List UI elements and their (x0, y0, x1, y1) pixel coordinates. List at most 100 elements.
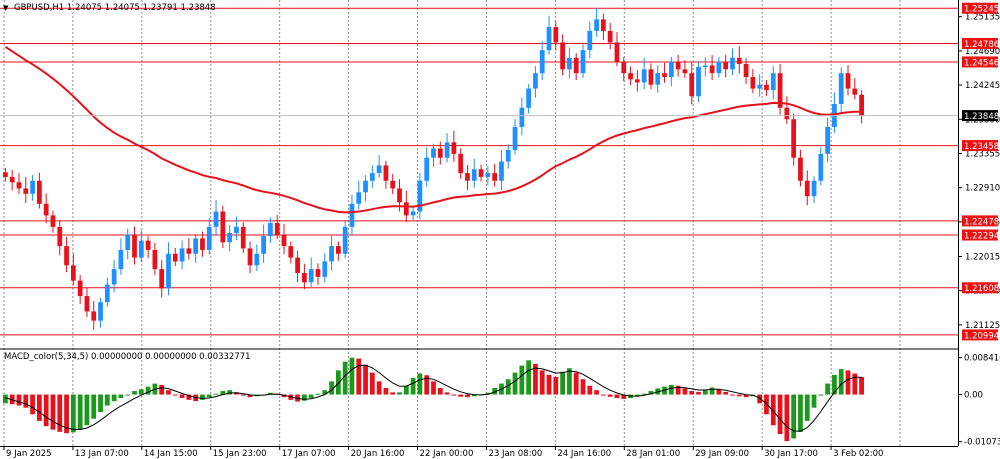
macd-bar (444, 392, 450, 395)
candle-body (302, 272, 307, 283)
macd-bar (227, 390, 233, 395)
macd-bar (342, 361, 348, 395)
candle-body (363, 180, 368, 193)
macd-bar (818, 394, 824, 396)
macd-bar (553, 377, 559, 395)
macd-bar (465, 394, 470, 398)
macd-bar (268, 392, 273, 395)
candle-body (186, 248, 192, 254)
candle-body (193, 238, 199, 254)
candle-body (730, 57, 735, 70)
candle-body (723, 61, 729, 70)
macd-bar (369, 372, 375, 395)
candle-body (560, 42, 565, 70)
macd-bar (186, 394, 192, 400)
y-tick-label: 1.23355 (965, 149, 1000, 159)
macd-bar (825, 383, 831, 395)
macd-bar (16, 394, 22, 406)
candle-body (825, 126, 831, 154)
macd-bar (363, 364, 368, 395)
candle-body (349, 203, 355, 227)
macd-bar (91, 394, 97, 419)
macd-bar (179, 394, 185, 399)
macd-bar (743, 394, 749, 398)
macd-bar (770, 394, 776, 426)
macd-bar (709, 387, 715, 395)
level-label: 1.22294 (964, 232, 999, 242)
macd-bar (668, 384, 674, 395)
macd-bar (594, 390, 599, 395)
candle-body (240, 226, 246, 249)
macd-bar (764, 394, 769, 415)
x-tick-label: 23 Jan 08:00 (488, 449, 542, 459)
macd-bar (682, 388, 688, 395)
x-tick-label: 14 Jan 15:00 (144, 449, 198, 459)
candle-body (465, 173, 470, 181)
macd-bar (798, 394, 803, 432)
candle-body (471, 169, 477, 181)
candle-body (342, 226, 348, 254)
x-tick-label: 24 Jan 16:00 (557, 449, 611, 459)
macd-bar (634, 394, 640, 397)
candle-body (376, 165, 382, 174)
candle-body (111, 269, 117, 285)
candle-body (628, 73, 633, 80)
macd-bar (696, 391, 701, 395)
candle-body (77, 280, 83, 297)
macd-bar (315, 393, 321, 395)
candle-body (764, 84, 769, 91)
level-label-box (962, 282, 998, 294)
y-tick-label: 1.24690 (965, 47, 1000, 57)
candle-body (505, 150, 511, 162)
candle-body (601, 19, 606, 31)
candle-body (104, 284, 110, 303)
candle-body (172, 253, 178, 262)
macd-bar (689, 391, 695, 395)
macd-bar (410, 377, 416, 395)
candle-body (369, 173, 375, 181)
macd-bar (240, 394, 246, 396)
macd-bar (567, 368, 572, 395)
macd-bar (383, 387, 389, 395)
macd-bar (648, 391, 654, 395)
macd-bar (560, 371, 565, 395)
candle-body (696, 67, 701, 97)
macd-bar (757, 394, 763, 404)
macd-bar (308, 394, 314, 399)
macd-bar (98, 394, 103, 413)
candle-body (30, 180, 35, 194)
macd-bar (30, 394, 35, 415)
candle-body (587, 30, 593, 51)
macd-bar (247, 394, 253, 398)
candle-body (50, 215, 56, 227)
macd-bar (57, 394, 63, 432)
macd-bar (587, 385, 593, 395)
candle-body (818, 153, 824, 181)
macd-signal-line (5, 364, 862, 432)
x-tick-label: 9 Jan 2025 (6, 449, 52, 459)
y-tick-label: 1.22015 (965, 252, 1000, 262)
macd-bar (213, 393, 219, 395)
level-label: 1.24786 (964, 40, 999, 50)
current-price-box (962, 110, 998, 122)
candle-body (16, 182, 22, 189)
x-tick-label: 20 Jan 16:00 (351, 449, 405, 459)
candle-body (716, 61, 722, 74)
macd-bar (417, 373, 423, 395)
x-tick-label: 29 Jan 09:00 (695, 449, 749, 459)
candle-body (621, 61, 627, 74)
macd-bar (539, 370, 545, 395)
macd-bar (431, 381, 436, 395)
candle-body (702, 65, 708, 68)
candle-body (675, 61, 681, 70)
macd-bar (145, 386, 151, 395)
macd-tick-label: 0.00 (964, 391, 983, 401)
candle-body (43, 203, 49, 216)
macd-bar (3, 394, 8, 404)
candle-body (36, 180, 42, 204)
level-label: 1.23458 (964, 142, 999, 152)
macd-bar (43, 394, 49, 427)
macd-bar (77, 394, 83, 430)
candle-body (770, 73, 776, 91)
